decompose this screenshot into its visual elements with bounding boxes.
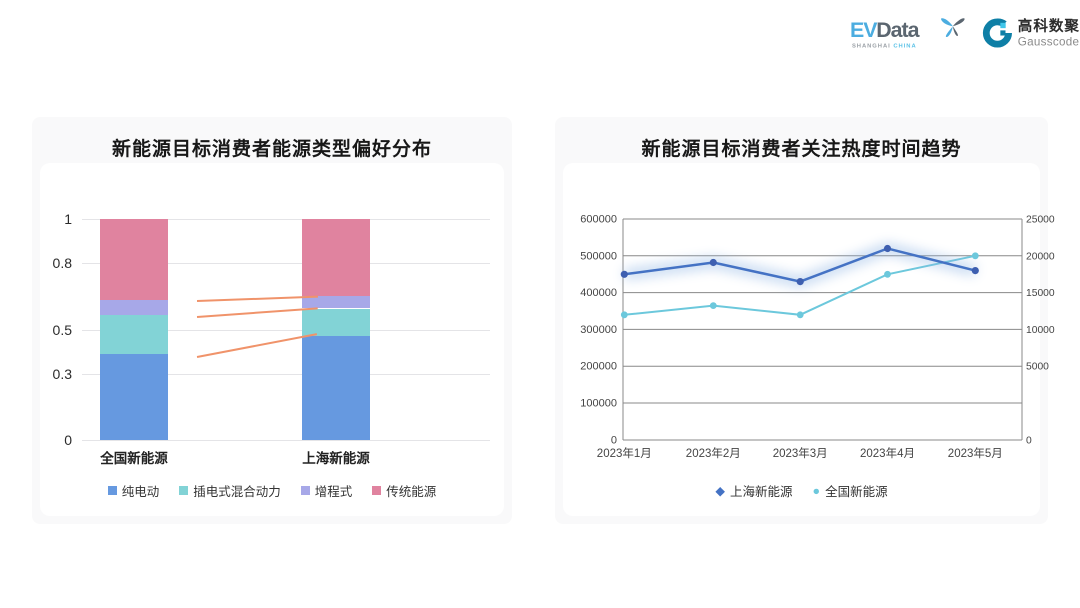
svg-text:300000: 300000 xyxy=(580,324,617,336)
svg-text:2023年4月: 2023年4月 xyxy=(860,446,915,460)
svg-text:500000: 500000 xyxy=(580,250,617,262)
svg-text:0: 0 xyxy=(1026,436,1032,447)
svg-text:2023年1月: 2023年1月 xyxy=(597,446,652,460)
svg-text:25000: 25000 xyxy=(1026,215,1055,226)
svg-text:2023年2月: 2023年2月 xyxy=(686,446,741,460)
svg-text:600000: 600000 xyxy=(580,214,617,226)
svg-text:5000: 5000 xyxy=(1026,362,1049,373)
svg-text:10000: 10000 xyxy=(1026,325,1055,336)
svg-text:400000: 400000 xyxy=(580,287,617,299)
svg-text:20000: 20000 xyxy=(1026,251,1055,262)
svg-text:EV: EV xyxy=(850,17,878,41)
svg-text:2023年3月: 2023年3月 xyxy=(773,446,828,460)
svg-text:15000: 15000 xyxy=(1026,288,1055,299)
svg-text:Data: Data xyxy=(876,17,919,41)
svg-text:2023年5月: 2023年5月 xyxy=(948,446,1003,460)
svg-text:0: 0 xyxy=(611,435,617,447)
svg-text:200000: 200000 xyxy=(580,361,617,373)
svg-text:100000: 100000 xyxy=(580,398,617,410)
